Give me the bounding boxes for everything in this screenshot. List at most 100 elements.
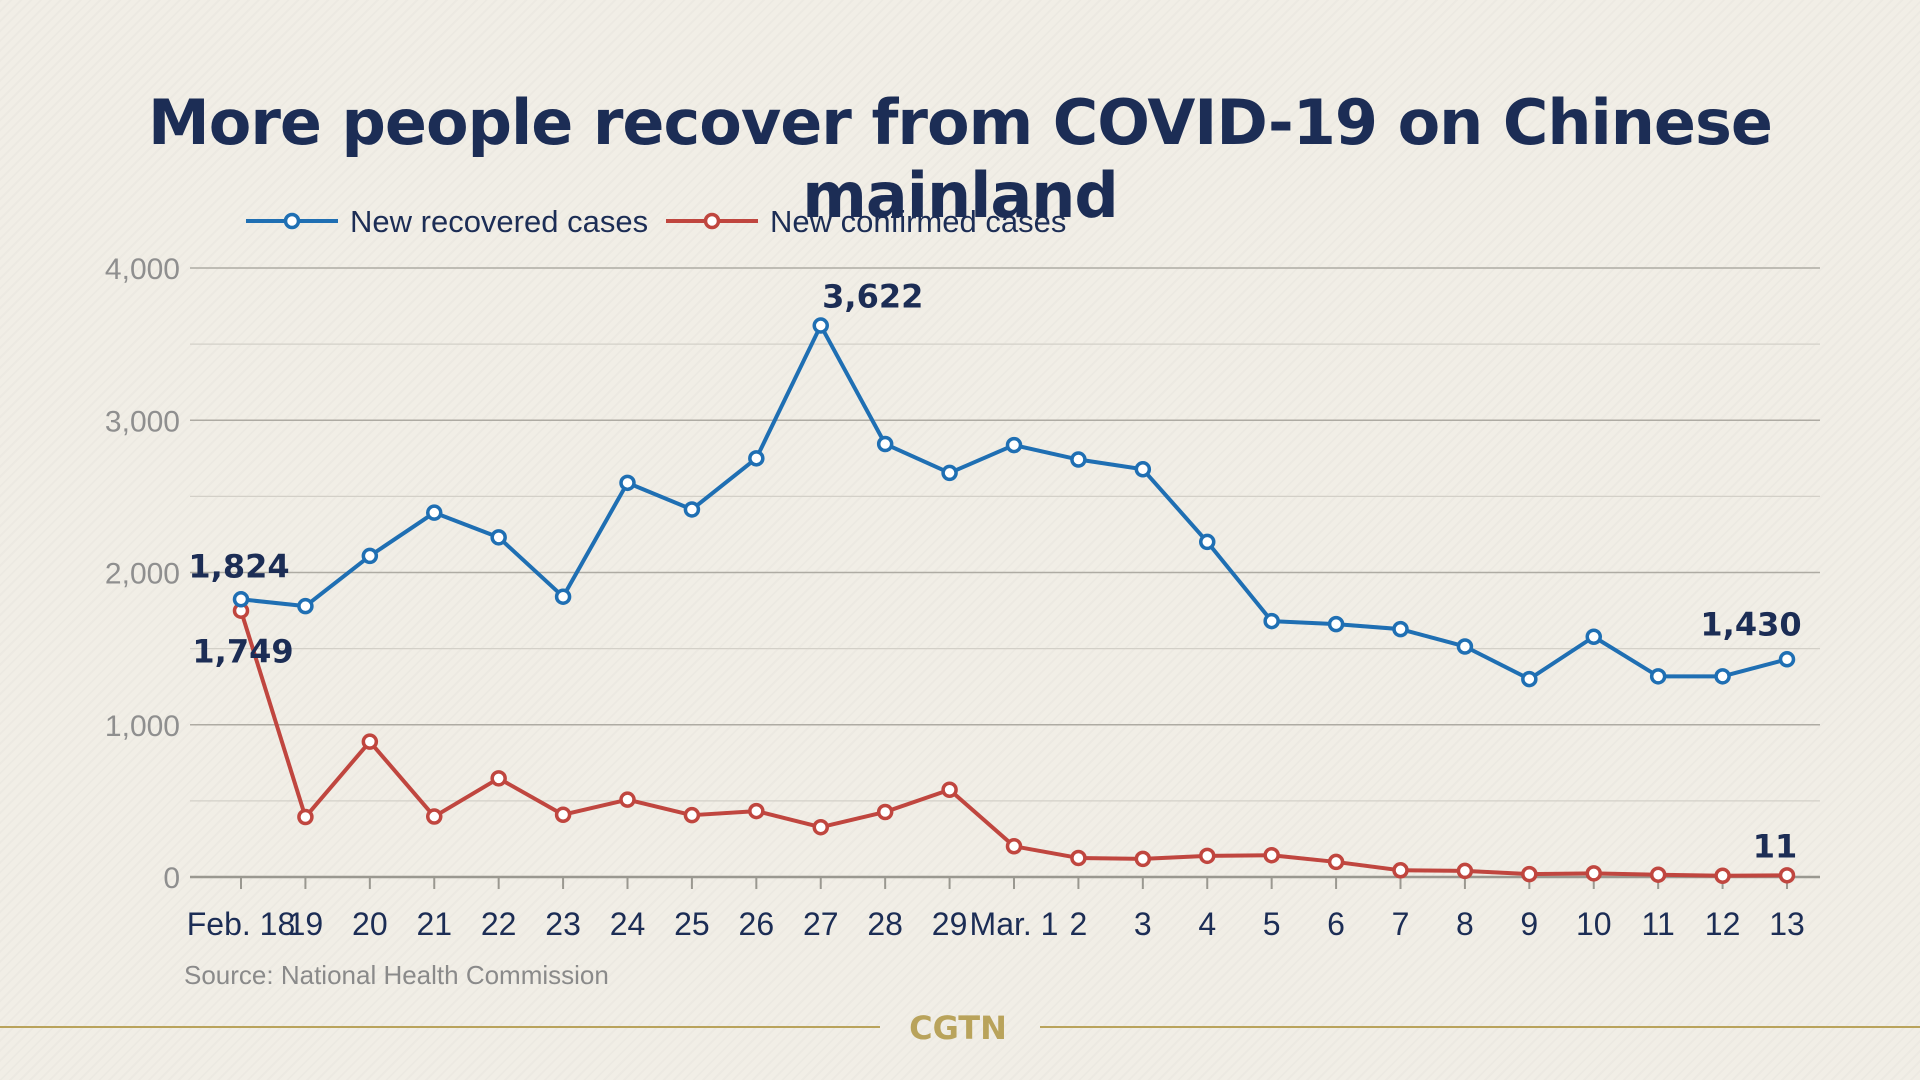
x-tick-label: 29 [932, 906, 968, 942]
data-point [1585, 628, 1602, 645]
data-point [812, 818, 829, 836]
x-tick-label: 9 [1520, 906, 1538, 942]
data-point [1005, 436, 1023, 454]
data-point [426, 504, 443, 521]
data-point [232, 591, 250, 608]
data-point [619, 474, 636, 492]
series-1 [232, 602, 1796, 885]
data-point [361, 547, 379, 565]
data-point [1714, 668, 1731, 685]
y-axis-ticks: 0 1,000 2,000 3,000 4,000 [105, 253, 180, 895]
data-point [1263, 612, 1280, 630]
data-point [1649, 866, 1667, 883]
data-point [490, 770, 507, 787]
x-tick-label: 3 [1134, 906, 1152, 942]
data-label: 1,824 [188, 547, 289, 585]
data-point [876, 435, 894, 453]
data-point [941, 781, 958, 799]
series-0 [232, 317, 1796, 688]
data-point [1070, 849, 1087, 867]
legend-marker [283, 212, 301, 230]
data-point [1521, 865, 1538, 883]
x-tick-label: 11 [1642, 906, 1675, 942]
legend-label: New recovered cases [350, 204, 648, 239]
data-point [1327, 615, 1345, 633]
x-tick-label: 26 [739, 906, 775, 942]
data-point [1456, 638, 1474, 655]
data-point [490, 529, 507, 546]
data-label: 1,749 [192, 633, 293, 671]
data-point [812, 317, 829, 334]
x-tick-label: 13 [1769, 906, 1805, 942]
data-point [426, 808, 443, 825]
data-point [619, 791, 636, 808]
x-tick-label: 7 [1392, 906, 1410, 942]
data-point [876, 803, 894, 821]
series-group [232, 317, 1796, 885]
data-point [748, 450, 765, 467]
x-tick-label: 2 [1070, 906, 1088, 942]
data-point [361, 733, 379, 750]
data-label: 1,430 [1700, 605, 1801, 643]
y-tick-label: 4,000 [105, 253, 180, 286]
x-tick-label: 20 [352, 906, 388, 942]
data-point [1585, 865, 1602, 882]
y-tick-label: 3,000 [105, 405, 180, 438]
data-point [941, 464, 958, 482]
data-point [554, 806, 572, 823]
data-point [1263, 846, 1280, 864]
data-point [1327, 853, 1345, 871]
data-point [1199, 533, 1216, 551]
x-tick-label: 21 [416, 906, 452, 942]
chart-title: More people recover from COVID-19 on Chi… [148, 86, 1773, 232]
data-point [1521, 670, 1538, 688]
x-tick-label: 23 [545, 906, 581, 942]
data-point [683, 501, 701, 518]
legend-marker [703, 212, 721, 230]
source-note: Source: National Health Commission [184, 960, 609, 990]
y-tick-label: 1,000 [105, 710, 180, 743]
x-tick-label: 19 [288, 906, 324, 942]
data-point [1134, 461, 1152, 478]
data-label: 3,622 [822, 278, 923, 316]
data-point [1392, 620, 1409, 638]
y-tick-label: 0 [163, 862, 180, 895]
x-tick-label: 8 [1456, 906, 1474, 942]
legend-entry: New confirmed cases [666, 204, 1066, 239]
data-point [1134, 850, 1152, 868]
data-point [1199, 847, 1216, 865]
legend-label: New confirmed cases [770, 204, 1066, 239]
x-tick-label: 5 [1263, 906, 1281, 942]
y-tick-label: 2,000 [105, 558, 180, 591]
x-tick-label: 4 [1198, 906, 1216, 942]
data-point [297, 597, 314, 615]
data-point [683, 806, 701, 824]
data-point [1392, 862, 1409, 879]
gridlines [190, 267, 1820, 879]
data-point [1778, 651, 1796, 668]
legend: New recovered cases New confirmed cases [246, 204, 1066, 239]
x-tick-label: 6 [1327, 906, 1345, 942]
series-line [239, 608, 1789, 878]
data-point [297, 808, 314, 826]
data-label: 11 [1753, 827, 1798, 865]
x-tick-label: 28 [867, 906, 903, 942]
legend-entry: New recovered cases [246, 204, 648, 239]
data-point [1649, 668, 1667, 685]
x-tick-label: Mar. 1 [970, 906, 1059, 942]
x-tick-label: 24 [610, 906, 646, 942]
x-tick-label: 12 [1705, 906, 1741, 942]
x-tick-label: Feb. 18 [187, 906, 296, 942]
x-tick-label: 27 [803, 906, 839, 942]
data-point [1714, 867, 1731, 885]
data-labels: 1,824 1,749 3,622 1,430 11 [188, 278, 1801, 866]
data-point [748, 802, 765, 820]
data-point [1005, 837, 1023, 855]
x-tick-label: 25 [674, 906, 710, 942]
series-line [239, 323, 1789, 682]
data-point [554, 588, 572, 605]
x-tick-label: 22 [481, 906, 517, 942]
x-tick-label: 10 [1576, 906, 1612, 942]
